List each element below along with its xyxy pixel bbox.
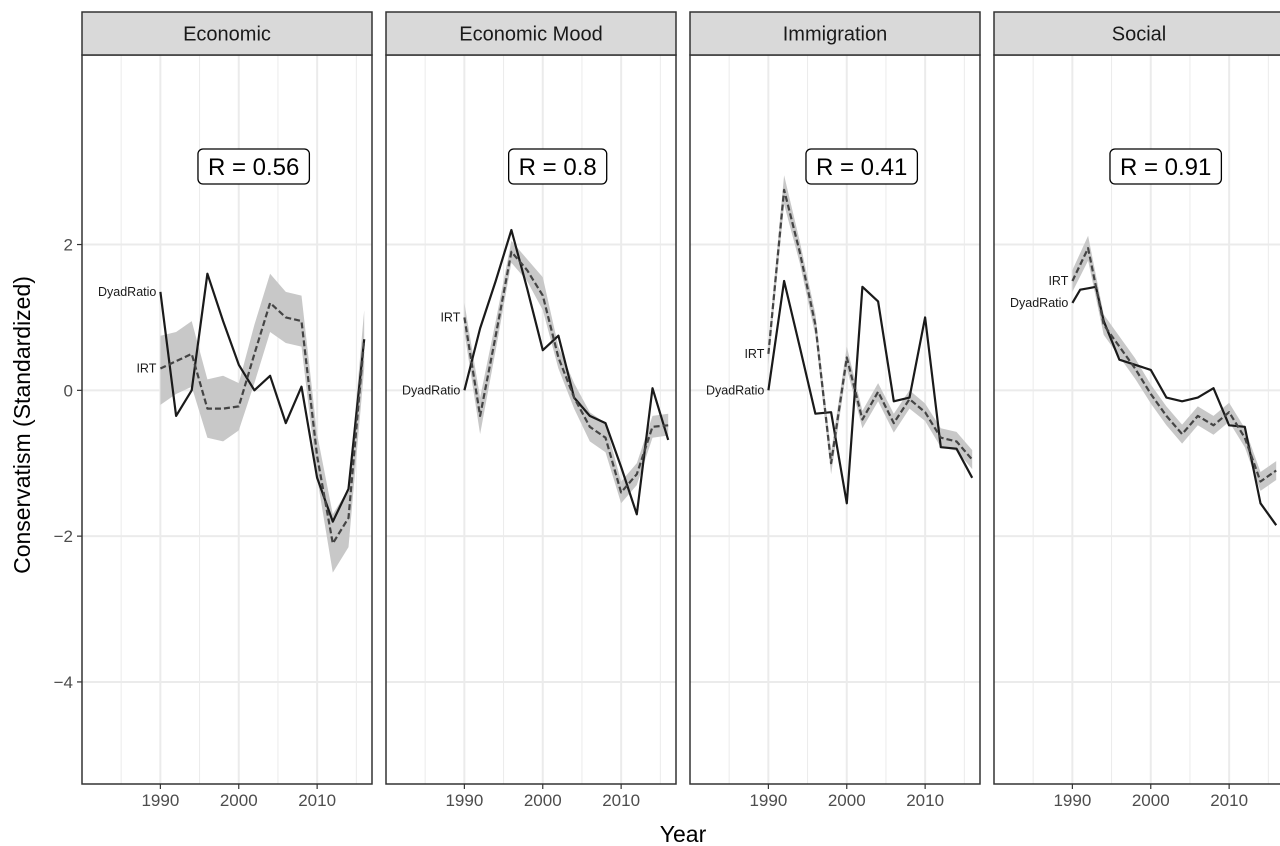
- irt-confidence-ribbon: [464, 240, 669, 504]
- plot-area: [767, 175, 974, 505]
- x-tick-label: 1990: [445, 791, 483, 810]
- y-tick-label: 0: [64, 381, 73, 400]
- plot-area: [159, 272, 366, 573]
- dyadratio-series-label: DyadRatio: [1010, 296, 1068, 310]
- facet-strip: [81, 11, 373, 56]
- y-tick-label: −2: [54, 527, 73, 546]
- correlation-label: R = 0.56: [208, 154, 299, 181]
- plot-area: [463, 228, 670, 516]
- x-axis-title: Year: [660, 821, 707, 846]
- dyadratio-series-label: DyadRatio: [706, 383, 764, 397]
- irt-series-line: [1071, 247, 1277, 483]
- irt-series-label: IRT: [440, 310, 460, 324]
- dyadratio-series-line: [463, 228, 670, 516]
- x-tick-label: 2010: [298, 791, 336, 810]
- correlation-box: [1109, 148, 1223, 185]
- x-tick-label: 2000: [1132, 791, 1170, 810]
- irt-series-label: IRT: [744, 347, 764, 361]
- facet-strip: [689, 11, 981, 56]
- irt-series-label: IRT: [1048, 274, 1068, 288]
- x-tick-label: 2000: [828, 791, 866, 810]
- facet-strip-label: Immigration: [783, 24, 887, 46]
- facet-strip: [993, 11, 1280, 56]
- correlation-annotation: R = 0.56: [197, 148, 311, 185]
- dyadratio-series-line: [159, 272, 366, 523]
- irt-series-line: [463, 250, 669, 494]
- dyadratio-series-label: DyadRatio: [98, 285, 156, 299]
- y-axis-title: Conservatism (Standardized): [9, 276, 35, 574]
- facet-strip-label: Economic Mood: [459, 24, 602, 46]
- facet-strip: [385, 11, 677, 56]
- plot-area: [1071, 235, 1278, 526]
- facet-strip-label: Social: [1112, 24, 1166, 46]
- y-tick-label: −4: [54, 673, 73, 692]
- correlation-label: R = 0.91: [1120, 154, 1211, 181]
- x-tick-label: 2010: [906, 791, 944, 810]
- panels-layer: −4 −2 0 2 DyadRatio IRT R = 0.56 Economic 1990 20…: [54, 11, 1280, 810]
- panel-economic-mood: DyadRatio IRT R = 0.8 Economic Mood 1990 2000…: [385, 11, 677, 810]
- y-tick-label: 2: [64, 236, 73, 255]
- correlation-annotation: R = 0.8: [508, 148, 608, 185]
- panel-economic: DyadRatio IRT R = 0.56 Economic 1990 2000 2010: [81, 11, 373, 810]
- panel-immigration: DyadRatio IRT R = 0.41 Immigration 1990 2000 2…: [689, 11, 981, 810]
- x-tick-label: 2010: [1210, 791, 1248, 810]
- facet-strip-label: Economic: [183, 24, 271, 46]
- correlation-annotation: R = 0.91: [1109, 148, 1223, 185]
- x-tick-label: 2000: [524, 791, 562, 810]
- irt-series-label: IRT: [136, 361, 156, 375]
- correlation-box: [805, 148, 919, 185]
- correlation-box: [197, 148, 311, 185]
- irt-series-line: [159, 301, 366, 545]
- panel-social: DyadRatio IRT R = 0.91 Social 1990 2000 2010: [993, 11, 1280, 810]
- correlation-label: R = 0.8: [519, 154, 597, 181]
- correlation-box: [508, 148, 608, 185]
- correlation-label: R = 0.41: [816, 154, 907, 181]
- correlation-annotation: R = 0.41: [805, 148, 919, 185]
- dyadratio-series-label: DyadRatio: [402, 383, 460, 397]
- x-tick-label: 2010: [602, 791, 640, 810]
- dyadratio-series-line: [767, 279, 974, 505]
- x-tick-label: 1990: [141, 791, 179, 810]
- x-tick-label: 1990: [1053, 791, 1091, 810]
- x-tick-label: 1990: [749, 791, 787, 810]
- x-tick-label: 2000: [220, 791, 258, 810]
- irt-confidence-ribbon: [160, 273, 365, 573]
